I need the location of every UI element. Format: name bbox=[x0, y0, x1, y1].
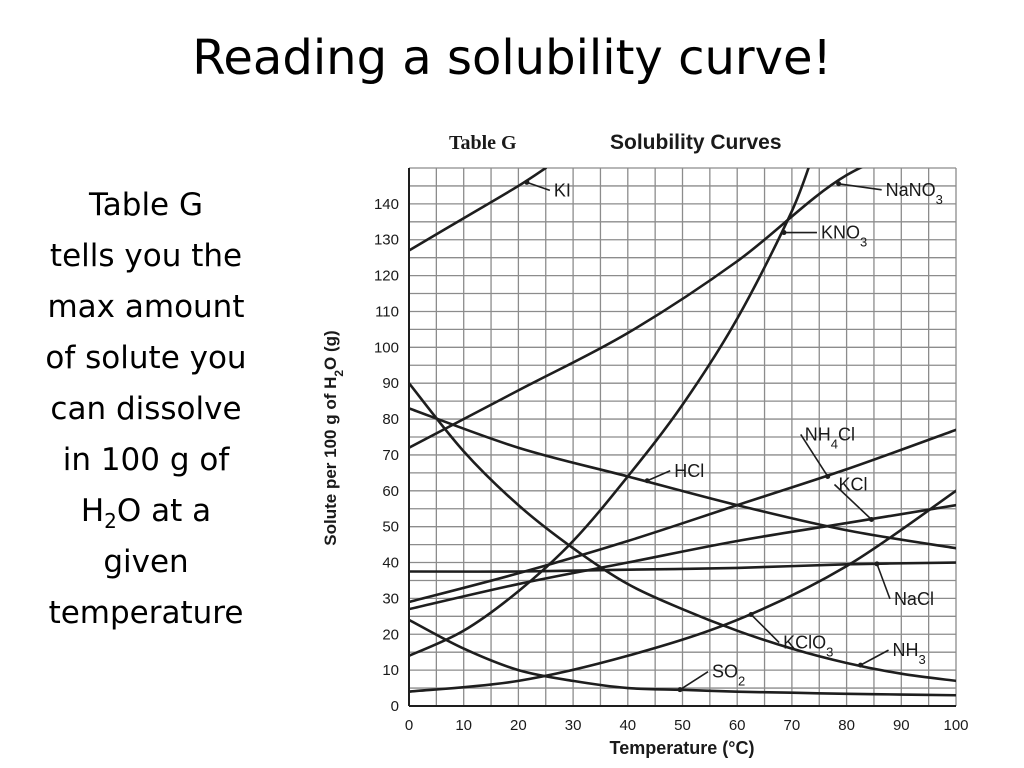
series-label-kno3: KNO3 bbox=[821, 223, 867, 250]
x-tick-label: 0 bbox=[405, 717, 413, 734]
series-label-nacl: NaCl bbox=[894, 589, 934, 609]
series-line-nh3 bbox=[409, 381, 956, 683]
annotation-arrowhead bbox=[524, 179, 530, 185]
x-axis-label: Temperature (°C) bbox=[610, 738, 755, 758]
y-tick-label: 80 bbox=[382, 411, 399, 428]
side-text-subscript: 2 bbox=[104, 509, 117, 534]
annotation-leader-nano3 bbox=[838, 182, 882, 191]
annotation-leader-nh3 bbox=[860, 649, 889, 666]
series-label-kclo3: KClO3 bbox=[783, 633, 833, 660]
side-line: given bbox=[103, 544, 189, 580]
y-axis-label: Solute per 100 g of H2O (g) bbox=[321, 330, 346, 545]
y-tick-label: 50 bbox=[382, 519, 399, 536]
annotation-leader-nacl bbox=[876, 563, 891, 600]
side-text-h: H bbox=[80, 493, 105, 529]
annotation-leader-hcl bbox=[646, 470, 671, 482]
side-explanation: Table G tells you the max amount of solu… bbox=[26, 180, 266, 639]
series-line-nacl bbox=[409, 561, 956, 573]
annotation-arrowhead bbox=[825, 473, 831, 479]
y-tick-label: 100 bbox=[374, 339, 399, 356]
series-label-hcl: HCl bbox=[674, 461, 704, 481]
y-tick-label: 10 bbox=[382, 662, 399, 679]
y-tick-label: 20 bbox=[382, 626, 399, 643]
x-tick-label: 60 bbox=[729, 717, 746, 734]
series-label-kcl: KCl bbox=[838, 474, 867, 494]
series-label-nh3: NH3 bbox=[893, 640, 926, 667]
x-tick-label: 100 bbox=[943, 717, 968, 734]
x-tick-label: 80 bbox=[838, 717, 855, 734]
annotation-leader-ki bbox=[526, 181, 551, 192]
annotation-arrowhead bbox=[748, 612, 754, 618]
annotation-leader-nh4cl bbox=[800, 434, 829, 477]
slide-title: Reading a solubility curve! bbox=[192, 30, 832, 86]
annotation-arrowhead bbox=[644, 478, 650, 484]
annotation-arrowhead bbox=[874, 561, 880, 567]
y-tick-label: 120 bbox=[374, 268, 399, 285]
annotation-leader-kclo3 bbox=[750, 613, 780, 644]
side-text-o: O at a bbox=[116, 493, 212, 529]
annotation-arrowhead bbox=[781, 230, 787, 236]
side-line: max amount bbox=[47, 289, 245, 325]
y-tick-label: 40 bbox=[382, 555, 399, 572]
annotation-arrowhead bbox=[858, 662, 864, 668]
series-line-kcl bbox=[409, 503, 956, 611]
x-tick-label: 70 bbox=[784, 717, 801, 734]
x-tick-label: 40 bbox=[619, 717, 636, 734]
series-line-kclo3 bbox=[409, 489, 956, 693]
x-tick-label: 30 bbox=[565, 717, 582, 734]
y-tick-label: 90 bbox=[382, 375, 399, 392]
series-line-nano3 bbox=[409, 168, 863, 450]
annotation-arrowhead bbox=[677, 687, 683, 693]
side-line: tells you the bbox=[49, 238, 243, 274]
chart-title: Solubility Curves bbox=[610, 131, 782, 154]
side-line: H2O at a bbox=[26, 486, 266, 537]
annotation-leader-so2 bbox=[679, 671, 709, 691]
x-tick-label: 50 bbox=[674, 717, 691, 734]
series-label-nh4cl: NH4Cl bbox=[805, 424, 855, 451]
x-tick-label: 10 bbox=[455, 717, 472, 734]
chart-table-label: Table G bbox=[449, 132, 517, 154]
series-line-hcl bbox=[409, 407, 956, 550]
annotation-arrowhead bbox=[836, 181, 842, 187]
annotation-leader-kcl bbox=[833, 483, 873, 521]
side-line: can dissolve bbox=[50, 391, 242, 427]
y-tick-label: 130 bbox=[374, 232, 399, 249]
series-line-nh4cl bbox=[409, 428, 956, 604]
y-tick-label: 110 bbox=[375, 303, 399, 320]
y-tick-label: 0 bbox=[391, 698, 399, 715]
y-tick-label: 70 bbox=[382, 447, 399, 464]
y-tick-label: 60 bbox=[382, 483, 399, 500]
side-line: of solute you bbox=[45, 340, 247, 376]
series-line-kno3 bbox=[409, 168, 810, 658]
side-line: in 100 g of bbox=[62, 442, 230, 478]
y-tick-label: 30 bbox=[382, 590, 399, 607]
series-line-ki bbox=[409, 168, 548, 252]
x-tick-label: 90 bbox=[893, 717, 910, 734]
y-tick-label: 140 bbox=[374, 196, 399, 213]
series-label-so2: SO2 bbox=[712, 662, 745, 689]
side-line: temperature bbox=[48, 595, 244, 631]
side-line: Table G bbox=[88, 187, 204, 223]
series-label-nano3: NaNO3 bbox=[886, 180, 943, 207]
series-label-ki: KI bbox=[554, 180, 571, 200]
annotation-arrowhead bbox=[868, 516, 874, 522]
x-tick-label: 20 bbox=[510, 717, 527, 734]
